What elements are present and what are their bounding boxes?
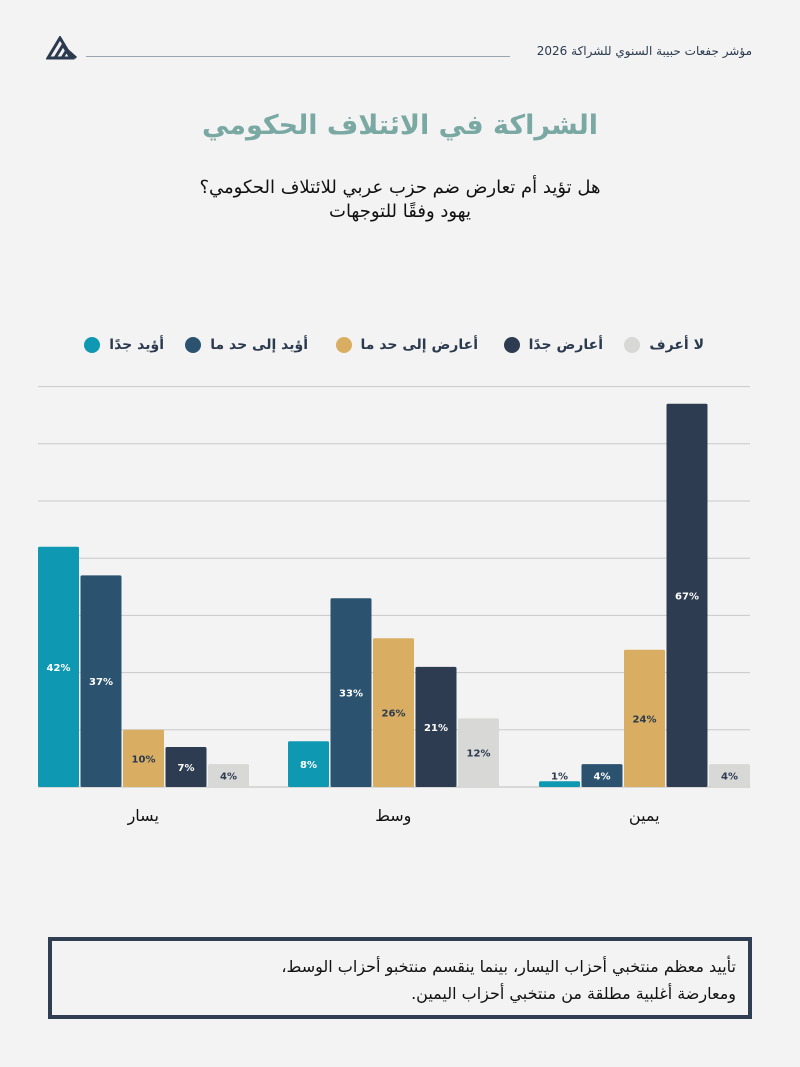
bar-value-label: 4% (220, 772, 237, 783)
summary-note-line-1: تأييد معظم منتخبي أحزاب اليسار، بينما ين… (281, 957, 736, 976)
bar-value-label: 21% (424, 723, 448, 734)
bar (80, 575, 122, 787)
bar-chart: 42% 37% 10% 7% 4% يسار 8% 33% 26% 21% 12% وسط 1% 4% 24… (38, 386, 750, 826)
bar-value-label: 24% (633, 714, 657, 725)
bar-value-label: 10% (132, 754, 156, 765)
legend-label: أعارض جدًا (528, 337, 603, 353)
legend-item-dont-know: لا أعرف (624, 335, 704, 355)
legend-label: لا أعرف (649, 337, 704, 353)
bar-value-label: 42% (47, 663, 71, 674)
legend-item-strongly-oppose: أعارض جدًا (503, 335, 603, 355)
header-title: مؤشر جفعات حبيبة السنوي للشراكة 2026 (536, 44, 752, 58)
bar-value-label: 4% (721, 772, 738, 783)
x-tick-label: وسط (375, 806, 411, 826)
legend-swatch (503, 337, 520, 353)
summary-note-line-2: ومعارضة أغلبية مطلقة من منتخبي أحزاب الي… (411, 984, 736, 1003)
bar-value-label: 1% (551, 771, 568, 782)
legend-label: أؤيد إلى حد ما (210, 337, 308, 353)
legend-item-somewhat-oppose: أعارض إلى حد ما (335, 335, 478, 355)
legend-item-somewhat-support: أؤيد إلى حد ما (185, 335, 308, 355)
bar-value-label: 4% (594, 772, 611, 783)
bar (330, 598, 372, 787)
bar (666, 403, 708, 787)
bar-value-label: 12% (467, 749, 491, 760)
x-tick-label: يمين (629, 806, 660, 826)
legend-label: أعارض إلى حد ما (360, 337, 478, 353)
bar (373, 638, 414, 787)
legend-label: أؤيد جدًا (109, 337, 164, 353)
bar-value-label: 7% (178, 763, 195, 774)
bar (539, 781, 580, 787)
summary-note-box: تأييد معظم منتخبي أحزاب اليسار، بينما ين… (48, 937, 752, 1019)
chart-title: الشراكة في الائتلاف الحكومي (201, 110, 599, 141)
bar (709, 764, 750, 787)
bar (581, 764, 623, 787)
bar (415, 666, 457, 787)
bar (123, 729, 164, 787)
legend-swatch (624, 337, 641, 353)
bar-value-label: 33% (339, 689, 363, 700)
header-divider (86, 56, 510, 57)
legend-item-strongly-support: أؤيد جدًا (84, 335, 164, 355)
bar (458, 718, 499, 787)
bar-value-label: 37% (89, 677, 113, 688)
question-line-2: يهود وفقًا للتوجهات (329, 201, 471, 222)
legend-swatch (335, 337, 352, 353)
bar (38, 546, 79, 787)
bar-value-label: 26% (382, 709, 406, 720)
legend-swatch (185, 337, 202, 353)
bar (208, 764, 249, 787)
bar (288, 741, 329, 787)
x-tick-label: يسار (127, 806, 159, 826)
bar (624, 649, 665, 787)
triangle-logo-icon (46, 36, 77, 60)
question-line-1: هل تؤيد أم تعارض ضم حزب عربي للائتلاف ال… (199, 177, 601, 198)
bar-value-label: 67% (675, 591, 699, 602)
legend-swatch (84, 337, 101, 353)
bar (165, 746, 207, 787)
bar-value-label: 8% (300, 760, 317, 771)
